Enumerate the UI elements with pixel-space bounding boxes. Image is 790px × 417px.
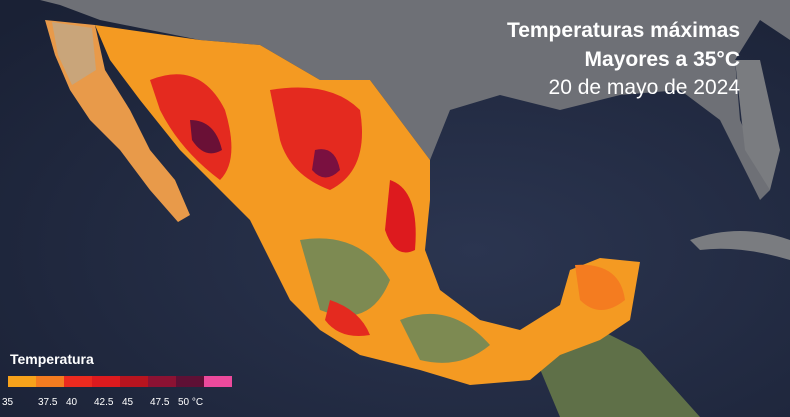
central-america [530, 330, 700, 417]
usa-land [40, 0, 790, 200]
legend-swatch [176, 376, 204, 387]
hot-zone-core [312, 149, 340, 178]
mexico-mainland [95, 25, 640, 385]
legend-label: 47.5 [150, 397, 170, 408]
cuba [690, 231, 790, 260]
legend-title: Temperatura [10, 351, 94, 367]
legend-swatch [92, 376, 120, 387]
subtitle: Mayores a 35°C [585, 48, 740, 71]
legend-label: 42.5 [94, 397, 114, 408]
legend-label: 50 °C [178, 397, 203, 408]
date: 20 de mayo de 2024 [549, 76, 741, 99]
baja-north [52, 22, 96, 85]
cool-zone [400, 313, 490, 363]
hot-zone [575, 264, 625, 310]
legend-label: 35 [2, 397, 14, 408]
cool-zone [300, 238, 390, 316]
legend: 35 37.5 40 42.5 45 47.5 50 °C [2, 376, 232, 408]
hot-zone [270, 87, 362, 190]
legend-label: 37.5 [38, 397, 58, 408]
hot-zone [325, 300, 370, 336]
title: Temperaturas máximas [507, 19, 740, 42]
legend-label: 40 [66, 397, 78, 408]
legend-swatch [204, 376, 232, 387]
florida [735, 60, 780, 190]
legend-swatch [36, 376, 64, 387]
legend-swatch [8, 376, 36, 387]
legend-label: 45 [122, 397, 134, 408]
hot-zone-core [190, 120, 222, 154]
hot-zone [385, 180, 416, 253]
legend-swatch [64, 376, 92, 387]
legend-swatch [148, 376, 176, 387]
legend-swatch [120, 376, 148, 387]
